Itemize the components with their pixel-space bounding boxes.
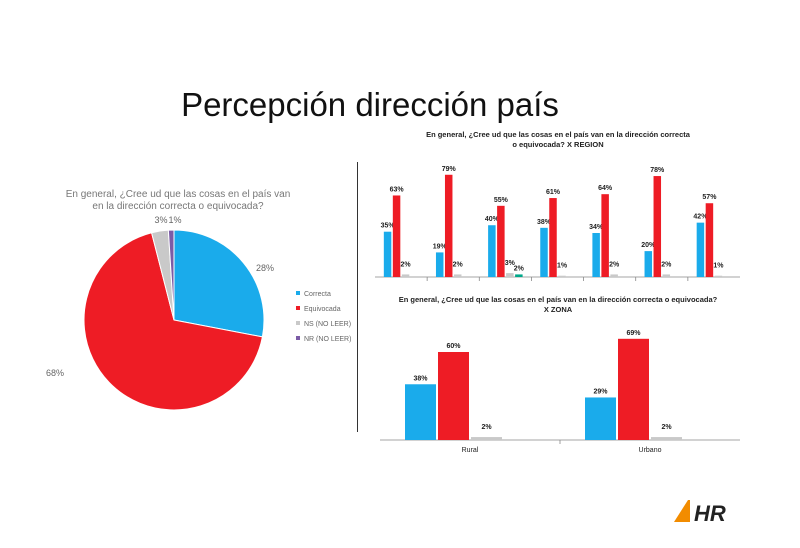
- bar: [618, 338, 649, 440]
- pie-title-line: en la dirección correcta o equivocada?: [92, 201, 264, 212]
- bar-data-label: 2%: [661, 424, 672, 431]
- logo-mark-icon: [674, 500, 690, 522]
- bar: [601, 194, 609, 277]
- bar-data-label: 78%: [650, 167, 665, 174]
- pie-data-label: 3%: [154, 215, 167, 225]
- legend-swatch: [296, 321, 300, 325]
- logo-text: HR: [694, 501, 726, 526]
- slide-title: Percepción dirección país: [181, 86, 559, 123]
- bar-data-label: 2%: [661, 261, 672, 268]
- legend-label: Equivocada: [304, 306, 341, 313]
- bar-data-label: 64%: [598, 185, 613, 192]
- pie-slice: [167, 229, 175, 321]
- pie-chart: En general, ¿Cree ud que las cosas en el…: [46, 189, 351, 411]
- bar-chart-title-line: En general, ¿Cree ud que las cosas en el…: [426, 130, 691, 139]
- bar: [610, 274, 618, 277]
- bar: [497, 205, 505, 277]
- pie-title: En general, ¿Cree ud que las cosas en el…: [66, 189, 291, 212]
- pie-slice: [173, 229, 265, 338]
- pie-data-label: 1%: [168, 215, 181, 225]
- bar-chart-title-line: o equivocada? X REGION: [512, 140, 603, 149]
- bar-data-label: 57%: [702, 194, 717, 201]
- bar: [644, 251, 653, 277]
- legend-swatch: [296, 291, 300, 295]
- bar-data-label: 2%: [401, 261, 412, 268]
- bar-data-label: 38%: [413, 375, 428, 382]
- bar: [506, 273, 514, 277]
- legend-label: Correcta: [304, 291, 331, 298]
- bar: [662, 274, 671, 277]
- region-chart: En general, ¿Cree ud que las cosas en el…: [375, 130, 740, 281]
- bar: [392, 195, 401, 277]
- bar: [651, 437, 682, 440]
- bar: [540, 227, 548, 277]
- bar: [549, 198, 557, 277]
- bar-data-label: 69%: [626, 330, 641, 337]
- divider-line: [357, 162, 358, 432]
- bar: [714, 275, 723, 277]
- bar: [471, 437, 502, 440]
- legend-label: NS (NO LEER): [304, 321, 351, 328]
- bar-data-label: 63%: [390, 186, 405, 193]
- bar-data-label: 2%: [609, 261, 620, 268]
- pie-slice: [83, 232, 263, 411]
- bar-data-label: 60%: [446, 343, 461, 350]
- bar-data-label: 42%: [693, 214, 708, 221]
- bar-data-label: 34%: [589, 224, 604, 231]
- pie-title-line: En general, ¿Cree ud que las cosas en el…: [66, 189, 291, 200]
- bar-data-label: 61%: [546, 189, 561, 196]
- bar-data-label: 19%: [433, 243, 448, 250]
- category-label: Urbano: [639, 447, 662, 454]
- bar-data-label: 1%: [557, 263, 568, 270]
- bar-chart-title: En general, ¿Cree ud que las cosas en el…: [399, 295, 718, 314]
- bar-data-label: 2%: [514, 265, 525, 272]
- category-label: Rural: [462, 447, 479, 454]
- bar: [488, 225, 496, 277]
- bar: [558, 275, 566, 277]
- bar: [438, 352, 469, 440]
- bar-data-label: 79%: [442, 166, 457, 173]
- bar: [435, 252, 444, 277]
- pie-data-label: 68%: [46, 368, 64, 378]
- bar: [405, 384, 436, 440]
- legend-swatch: [296, 306, 300, 310]
- legend-swatch: [296, 336, 300, 340]
- bar-data-label: 55%: [494, 197, 509, 204]
- bar-data-label: 3%: [505, 260, 516, 267]
- bar: [653, 176, 662, 277]
- bar: [592, 233, 600, 277]
- bar-chart-title-line: X ZONA: [544, 305, 573, 314]
- bar: [515, 274, 523, 277]
- bar-chart-title: En general, ¿Cree ud que las cosas en el…: [426, 130, 691, 149]
- pie-data-label: 28%: [256, 263, 274, 273]
- bar-data-label: 2%: [481, 424, 492, 431]
- bar: [444, 174, 453, 277]
- bar-data-label: 2%: [453, 261, 464, 268]
- bar: [453, 274, 462, 277]
- bar-data-label: 35%: [381, 223, 396, 230]
- hr-logo: HR: [674, 500, 726, 526]
- bar-data-label: 20%: [641, 242, 656, 249]
- bar: [401, 274, 410, 277]
- bar: [383, 231, 392, 277]
- bar-chart-title-line: En general, ¿Cree ud que las cosas en el…: [399, 295, 718, 304]
- zona-chart: En general, ¿Cree ud que las cosas en el…: [380, 295, 740, 454]
- bar: [696, 222, 705, 277]
- bar: [705, 203, 714, 277]
- bar-data-label: 38%: [537, 219, 552, 226]
- legend-label: NR (NO LEER): [304, 336, 351, 343]
- bar-data-label: 40%: [485, 216, 500, 223]
- bar-data-label: 29%: [593, 388, 608, 395]
- bar: [585, 397, 616, 440]
- bar-data-label: 1%: [713, 263, 724, 270]
